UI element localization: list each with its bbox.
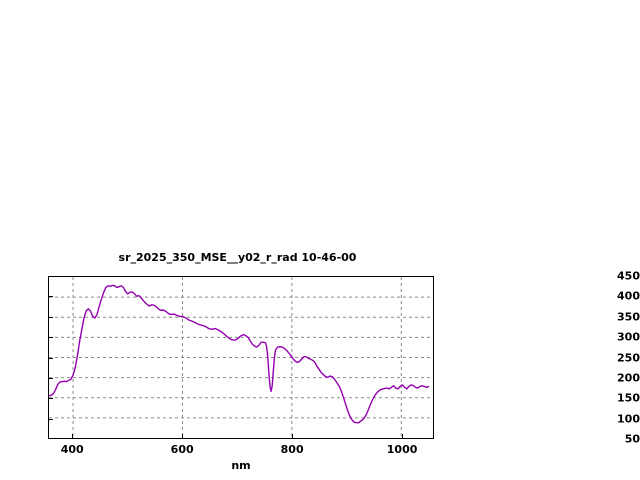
y-axis-tick-mark xyxy=(48,378,53,379)
chart-title: sr_2025_350_MSE__y02_r_rad 10-46-00 xyxy=(118,251,357,264)
x-axis-tick-mark xyxy=(72,434,73,439)
y-axis-tick-label: 350 xyxy=(617,310,640,324)
y-axis-tick-label: 200 xyxy=(617,371,640,385)
y-axis-tick-mark xyxy=(48,419,53,420)
y-axis-tick-label: 400 xyxy=(617,289,640,303)
x-axis-tick-mark xyxy=(182,434,183,439)
spectrum-line xyxy=(49,277,433,438)
y-axis-tick-mark xyxy=(48,358,53,359)
y-axis-tick-label: 250 xyxy=(617,351,640,364)
y-axis-tick-mark xyxy=(48,296,53,297)
x-axis-tick-label: 1000 xyxy=(386,443,418,456)
x-axis-tick-label: 400 xyxy=(60,443,84,456)
y-axis-tick-mark xyxy=(48,337,53,338)
x-axis-tick-mark xyxy=(402,434,403,439)
y-axis-tick-label: 150 xyxy=(617,391,640,405)
x-axis-tick-mark xyxy=(292,434,293,439)
y-axis-tick-mark xyxy=(48,317,53,318)
gridlines xyxy=(49,277,433,438)
y-axis-tick-label: 100 xyxy=(617,412,640,426)
plot-area xyxy=(48,276,434,439)
y-axis-tick-label: 50 xyxy=(624,432,640,446)
x-axis-tick-label: 800 xyxy=(280,443,304,456)
y-axis-tick-label: 450 xyxy=(617,269,640,283)
x-axis-tick-label: 600 xyxy=(170,443,194,456)
y-axis-tick-label: 300 xyxy=(617,330,640,344)
y-axis-tick-mark xyxy=(48,398,53,399)
x-axis-title: nm xyxy=(231,459,251,472)
